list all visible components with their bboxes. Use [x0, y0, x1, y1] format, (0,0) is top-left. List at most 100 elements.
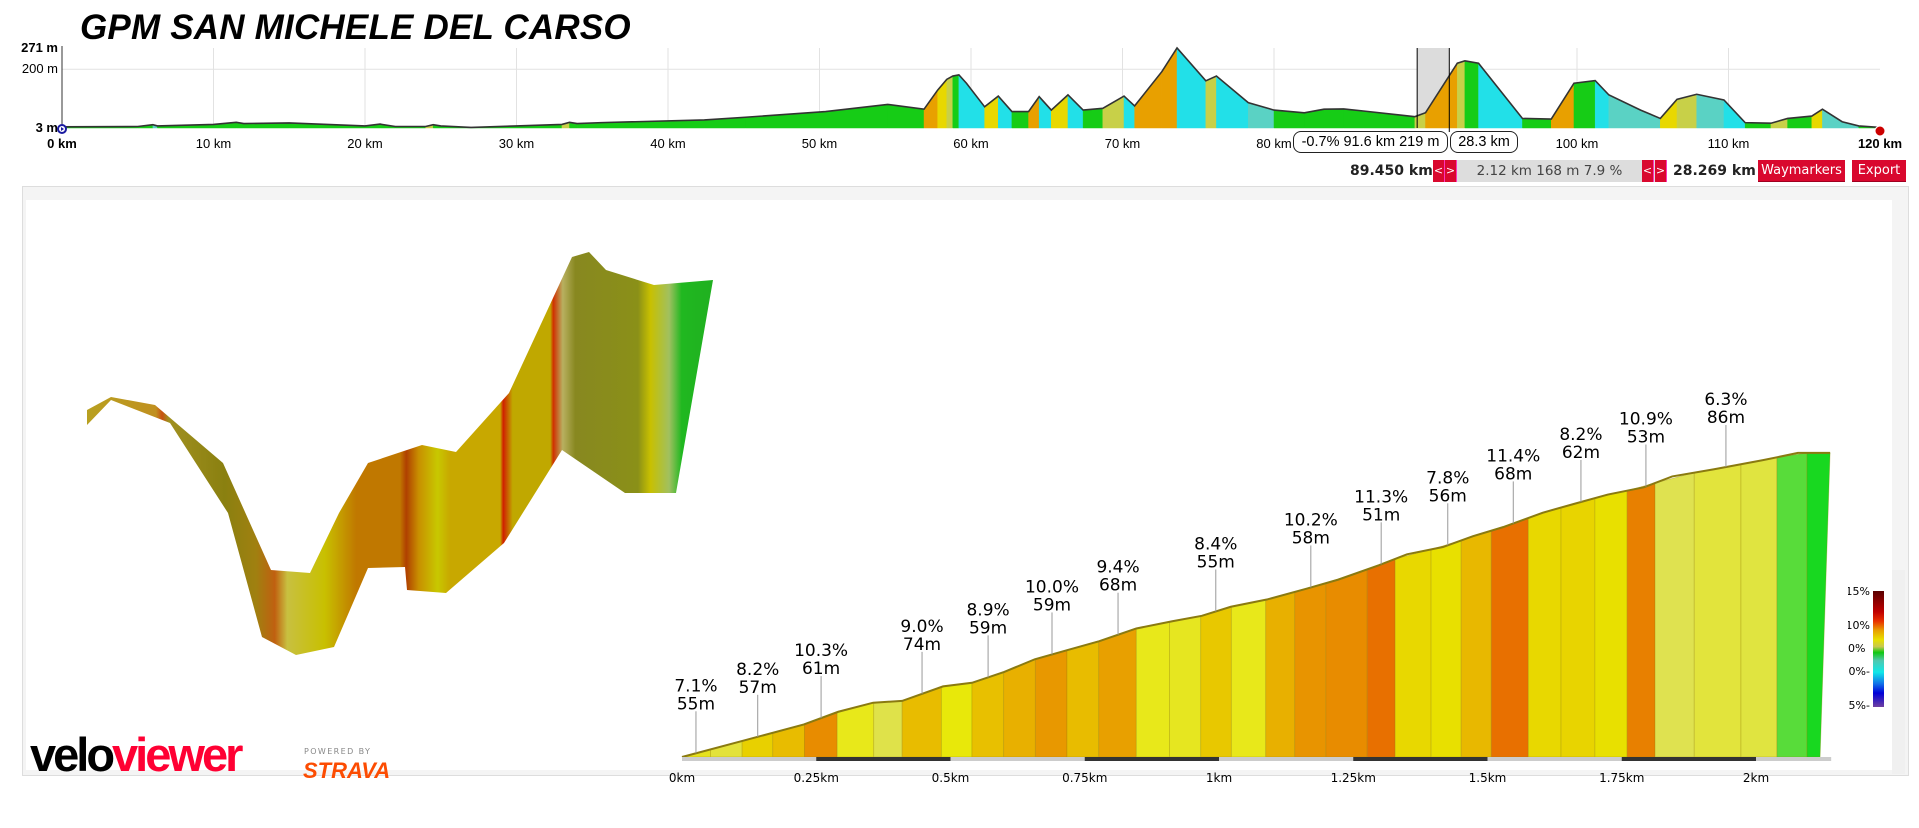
- segment-summary: 2.12 km 168 m 7.9 %: [1476, 163, 1623, 179]
- overview-elevation-fill: [1082, 108, 1104, 129]
- start-play-icon: [61, 127, 64, 131]
- climb-x-tick-label: 2km: [1743, 771, 1769, 785]
- climb-segment: [1325, 568, 1368, 758]
- overview-elevation-fill: [1038, 96, 1052, 129]
- overview-elevation-fill: [1573, 80, 1596, 129]
- 3d-climb-view[interactable]: [0, 0, 760, 700]
- climb-segment: [1626, 482, 1656, 758]
- overview-y-label-200: 200 m: [22, 61, 58, 76]
- climb-segment: [1003, 658, 1036, 758]
- climb-annotation-length: 59m: [1033, 595, 1071, 615]
- climb-annotation-grade: 10.2%: [1284, 510, 1338, 530]
- climb-x-axis-band: [1084, 757, 1219, 761]
- climb-annotation-grade: 10.3%: [794, 641, 848, 661]
- overview-x-tick-label: 30 km: [499, 136, 534, 151]
- legend-label: 0%: [1848, 642, 1866, 655]
- climb-segment: [1230, 599, 1267, 758]
- overview-x-tick-label: 60 km: [953, 136, 988, 151]
- climb-segment: [1740, 456, 1778, 758]
- climb-x-tick-label: 0.5km: [932, 771, 970, 785]
- veloviewer-logo: veloviewer: [30, 728, 243, 781]
- segment-selector[interactable]: [1433, 160, 1667, 182]
- overview-elevation-fill: [937, 78, 948, 129]
- overview-elevation-fill: [1640, 109, 1661, 129]
- climb-annotation-length: 68m: [1494, 464, 1532, 484]
- overview-x-tick-label: 70 km: [1105, 136, 1140, 151]
- selection-remaining-distance: 28.269 km: [1673, 163, 1756, 179]
- climb-annotation-length: 62m: [1562, 443, 1600, 463]
- overview-elevation-fill: [923, 89, 938, 129]
- export-button[interactable]: Export: [1852, 160, 1906, 182]
- legend-label: -10%: [1848, 665, 1870, 678]
- climb-annotation-grade: 8.4%: [1194, 534, 1237, 554]
- logo-viewer-text: viewer: [112, 728, 243, 781]
- climb-annotation-grade: 11.4%: [1486, 446, 1540, 466]
- climb-x-tick-label: 0.25km: [794, 771, 839, 785]
- waymarkers-button[interactable]: Waymarkers: [1758, 160, 1845, 182]
- legend-label: -15%: [1848, 699, 1870, 712]
- climb-annotation-grade: 7.8%: [1426, 468, 1469, 488]
- page-title: GPM SAN MICHELE DEL CARSO: [80, 8, 631, 47]
- climb-segment: [1693, 463, 1742, 758]
- start-next-button[interactable]: >: [1445, 160, 1457, 182]
- overview-elevation-fill: [1216, 75, 1249, 129]
- climb-segment: [1169, 615, 1202, 758]
- climb-x-tick-label: 1.25km: [1331, 771, 1376, 785]
- climb-segment: [971, 671, 1005, 758]
- climb-annotation-grade: 10.9%: [1619, 409, 1673, 429]
- climb-annotation-length: 53m: [1627, 427, 1665, 447]
- overview-x-tick-label: 10 km: [196, 136, 231, 151]
- selection-start-distance: 89.450 km: [1350, 163, 1433, 179]
- overview-elevation-fill: [1051, 94, 1069, 129]
- end-prev-button[interactable]: <: [1642, 160, 1654, 182]
- overview-x-tick-label: 40 km: [650, 136, 685, 151]
- climb-x-tick-label: 1km: [1206, 771, 1232, 785]
- overview-elevation-line: [61, 46, 1881, 129]
- climb-annotation-length: 55m: [677, 694, 715, 714]
- overview-elevation-fill: [1608, 94, 1641, 129]
- climb-segment: [1394, 548, 1432, 758]
- overview-x-tick-label: 120 km: [1858, 136, 1902, 151]
- logo-velo-text: velo: [30, 728, 115, 781]
- climb-x-axis-band: [1621, 757, 1756, 761]
- climb-x-tick-label: 0km: [669, 771, 695, 785]
- overview-elevation-fill: [1102, 95, 1125, 129]
- climb-segment: [1265, 591, 1296, 758]
- climb-segment: [901, 686, 942, 758]
- overview-x-tick-label: 100 km: [1556, 136, 1599, 151]
- overview-y-label-max: 271 m: [21, 40, 58, 55]
- climb-segment: [1527, 506, 1562, 758]
- overview-elevation-fill: [1660, 98, 1678, 129]
- powered-by-label: POWERED BY: [304, 747, 372, 756]
- climb-segment: [1806, 452, 1831, 758]
- climb-annotation-length: 58m: [1292, 528, 1330, 548]
- overview-elevation-fill: [1464, 60, 1479, 129]
- panel-side-strip: [1892, 570, 1905, 774]
- overview-x-tick-label: 50 km: [802, 136, 837, 151]
- climb-annotation-length: 59m: [969, 618, 1007, 638]
- climb-x-tick-label: 1.5km: [1469, 771, 1507, 785]
- climb-segment: [1560, 497, 1596, 758]
- climb-x-axis: [682, 757, 1832, 761]
- overview-elevation-fill: [1205, 75, 1217, 129]
- climb-segment: [1430, 539, 1462, 758]
- overview-x-tick-label: 20 km: [347, 136, 382, 151]
- climb-annotation-grade: 8.9%: [966, 600, 1009, 620]
- end-next-button[interactable]: >: [1655, 160, 1667, 182]
- climb-segment: [873, 700, 903, 758]
- overview-elevation-fill: [1478, 62, 1523, 129]
- climb-annotation-length: 51m: [1362, 505, 1400, 525]
- finish-flag-icon: [1874, 125, 1886, 137]
- overview-x-tick-label: 110 km: [1708, 136, 1750, 151]
- climb-segment: [1654, 472, 1695, 758]
- climb-annotation-grade: 11.3%: [1354, 487, 1408, 507]
- climb-annotation-length: 86m: [1707, 408, 1745, 428]
- overview-elevation-fill: [1028, 95, 1040, 129]
- remaining-distance-box: 28.3 km: [1450, 131, 1518, 153]
- climb-segment: [1135, 621, 1170, 758]
- climb-profile-line: [681, 451, 1831, 758]
- climb-annotation-grade: 8.2%: [736, 660, 779, 680]
- climb-annotation-length: 68m: [1099, 576, 1137, 596]
- start-prev-button[interactable]: <: [1433, 160, 1445, 182]
